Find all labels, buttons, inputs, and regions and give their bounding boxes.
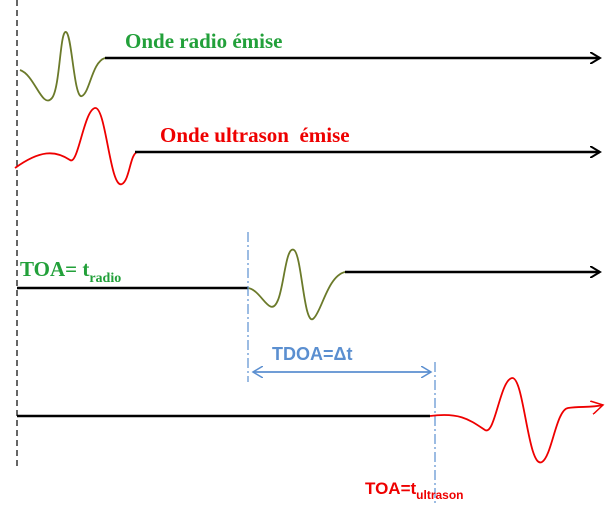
ultrason-wavelet [429,377,603,463]
label: TDOA=Δt [272,344,352,364]
label: Onde ultrason émise [160,123,350,147]
label-sub: ultrason [416,488,463,502]
label-main: TOA=t [365,479,417,498]
label: TOA= tradio [20,257,121,286]
label: Onde radio émise [125,29,283,53]
label-main: TOA= t [20,257,89,281]
radio-wavelet [247,249,346,321]
radio-wavelet [19,31,106,102]
label-sub: radio [89,271,121,286]
ultrason-wavelet [14,107,139,185]
label: TOA=tultrason [365,479,464,502]
